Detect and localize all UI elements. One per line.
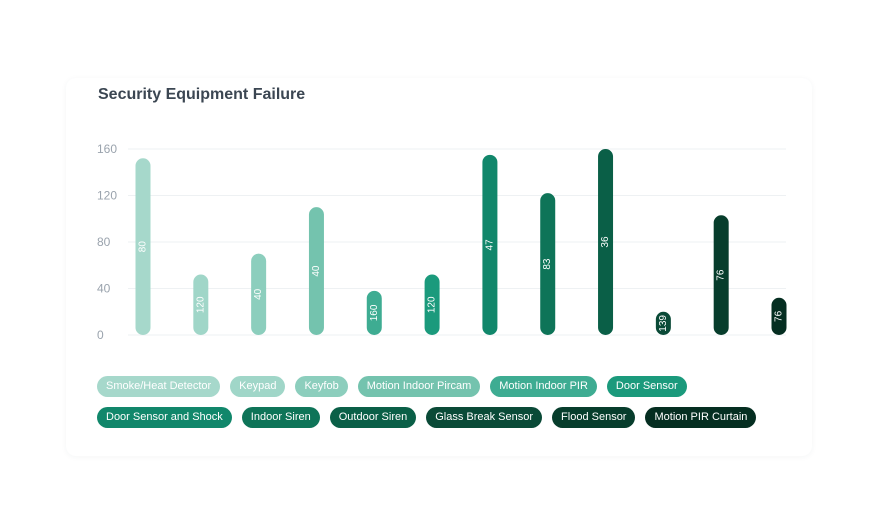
bar[interactable] <box>308 207 324 335</box>
y-axis-ticks: 0 40 80 120 160 <box>97 142 117 342</box>
bar-data-label: 76 <box>716 269 727 281</box>
legend-item[interactable]: Flood Sensor <box>552 407 636 428</box>
legend-item[interactable]: Outdoor Siren <box>329 407 417 428</box>
bar-data-label: 36 <box>600 236 611 248</box>
bar-data-label: 139 <box>658 315 669 332</box>
bar[interactable] <box>135 158 151 335</box>
bar[interactable] <box>598 149 614 335</box>
bar-data-label: 120 <box>195 296 206 313</box>
bar[interactable] <box>771 297 787 335</box>
y-tick-label: 160 <box>97 142 117 156</box>
bar[interactable] <box>366 290 382 335</box>
bar-data-label: 40 <box>311 265 322 277</box>
bar[interactable] <box>251 253 267 335</box>
legend-item[interactable]: Smoke/Heat Detector <box>97 376 221 397</box>
bar-data-label: 47 <box>484 239 495 251</box>
bar[interactable] <box>713 215 729 335</box>
bar[interactable] <box>424 274 440 335</box>
legend-item[interactable]: Door Sensor <box>606 376 687 397</box>
legend-item[interactable]: Keypad <box>230 376 286 397</box>
legend-item[interactable]: Motion Indoor Pircam <box>357 376 481 397</box>
bar-data-label: 120 <box>427 296 438 313</box>
y-tick-label: 80 <box>97 235 111 249</box>
legend-item[interactable]: Indoor Siren <box>241 407 320 428</box>
bar-data-label: 160 <box>369 304 380 321</box>
bar-data-label: 83 <box>542 258 553 270</box>
y-tick-label: 40 <box>97 282 111 296</box>
bar[interactable] <box>193 274 209 335</box>
bar-data-label: 80 <box>138 241 149 253</box>
legend-item[interactable]: Keyfob <box>295 376 348 397</box>
bar-data-label: 76 <box>774 310 785 322</box>
bars <box>135 149 787 335</box>
legend-item[interactable]: Glass Break Sensor <box>426 407 543 428</box>
bar-data-label: 40 <box>253 288 264 300</box>
legend-item[interactable]: Motion PIR Curtain <box>645 407 757 428</box>
gridlines <box>128 148 786 336</box>
legend-item[interactable]: Motion Indoor PIR <box>490 376 597 397</box>
bar[interactable] <box>540 193 556 335</box>
bar[interactable] <box>482 154 498 335</box>
chart-title: Security Equipment Failure <box>98 86 306 103</box>
bar-data-labels: 80 120 40 40 160 120 47 83 36 139 76 76 <box>138 236 785 332</box>
y-tick-label: 120 <box>97 189 117 203</box>
legend-item[interactable]: Door Sensor and Shock <box>97 407 232 428</box>
y-tick-label: 0 <box>97 328 104 342</box>
bar[interactable] <box>655 311 671 335</box>
legend: Smoke/Heat Detector Keypad Keyfob Motion In… <box>97 376 757 428</box>
